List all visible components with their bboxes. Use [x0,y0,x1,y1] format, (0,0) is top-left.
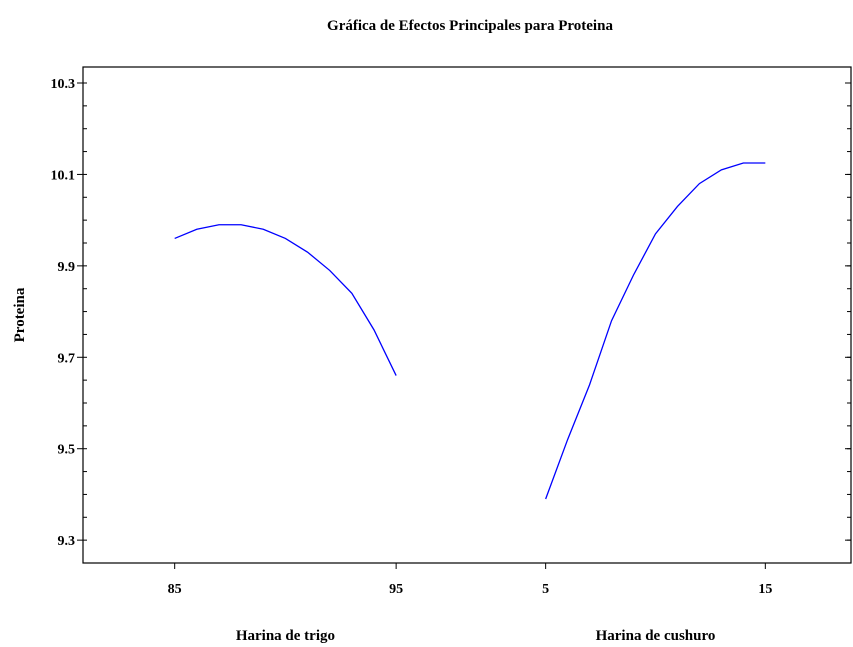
effect-line [174,224,397,376]
y-tick-label: 9.9 [58,260,76,275]
y-tick-label: 10.3 [51,77,76,92]
chart-title: Gráfica de Efectos Principales para Prot… [327,18,613,34]
x-tick-label: 5 [542,582,549,597]
x-tick-label: 85 [168,582,182,597]
x-tick-label: 95 [389,582,403,597]
x-tick-label: 15 [758,582,772,597]
x-axis-label: Harina de cushuro [596,628,716,644]
y-tick-label: 9.3 [58,534,76,549]
y-tick-label: 9.7 [58,351,76,366]
y-tick-label: 10.1 [51,168,76,183]
x-axis-label: Harina de trigo [236,628,335,644]
plot-frame [82,66,852,564]
effect-line [545,162,766,500]
y-tick-label: 9.5 [58,443,76,458]
y-axis-label: Proteina [12,287,28,342]
